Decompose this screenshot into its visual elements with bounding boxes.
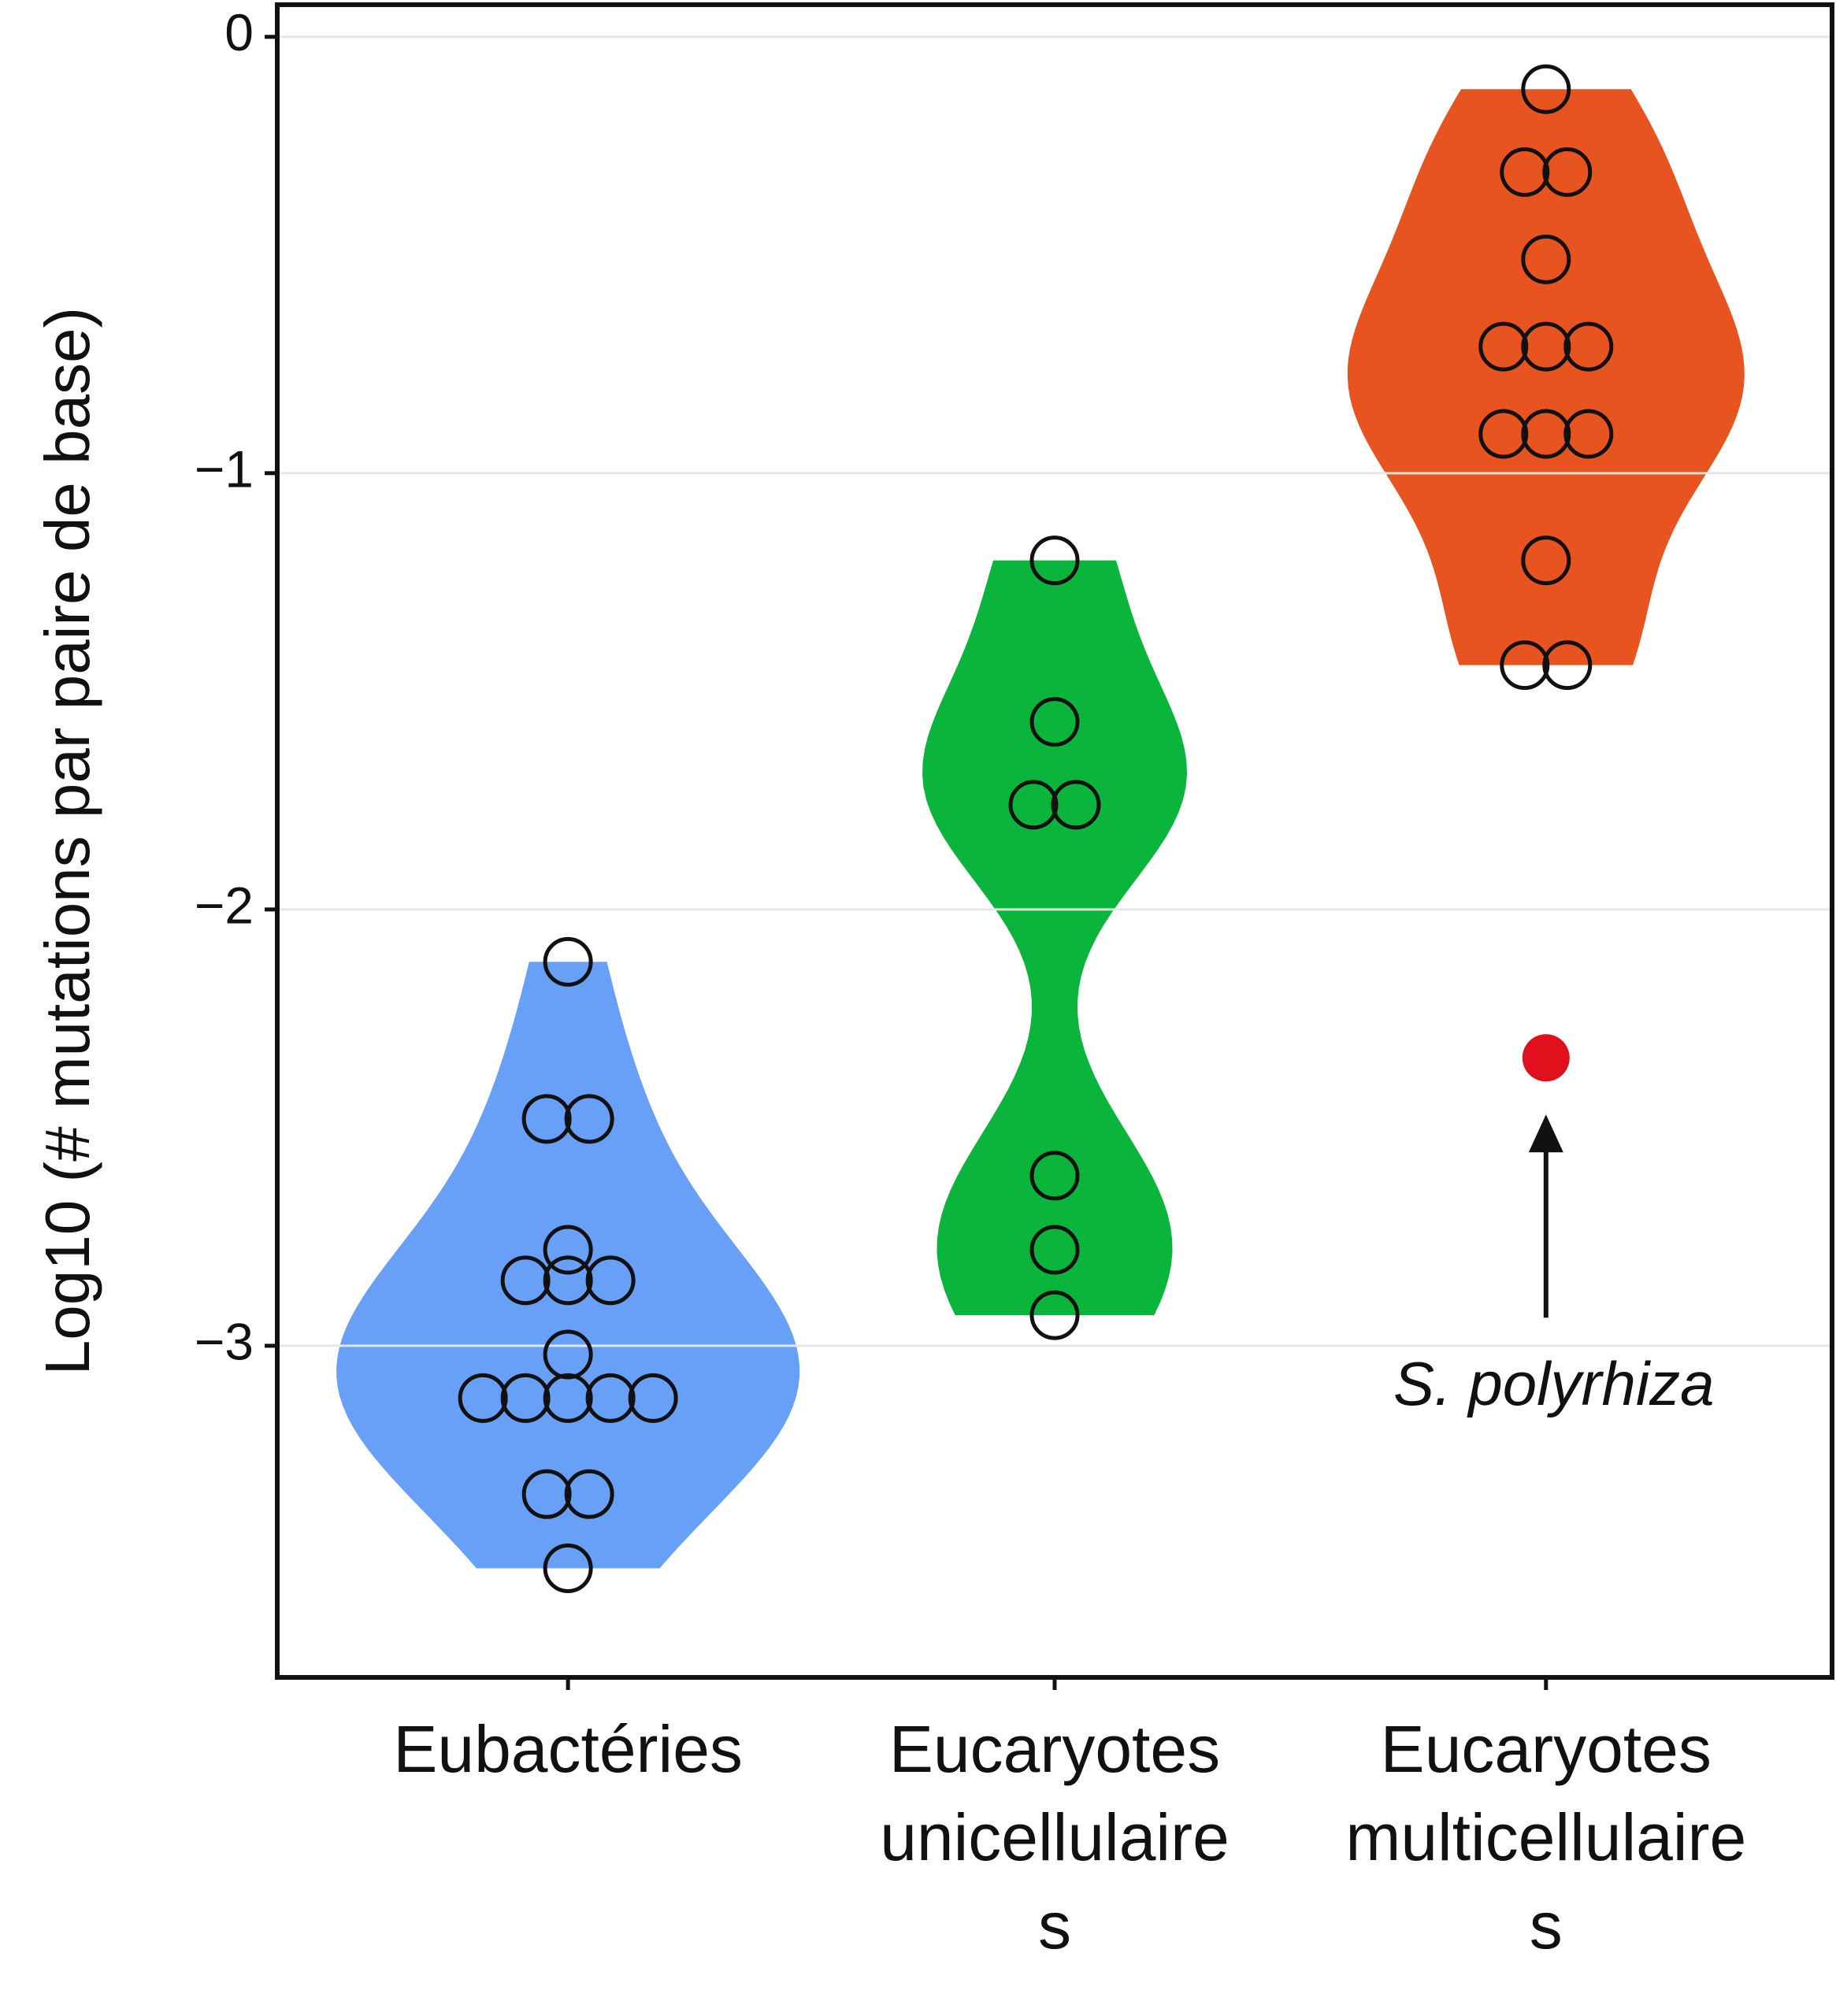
violins <box>336 89 1745 1569</box>
data-point <box>1500 640 1550 691</box>
data-point <box>458 1373 508 1423</box>
data-point <box>543 1373 593 1423</box>
data-point <box>521 1469 572 1519</box>
data-point <box>1029 1151 1080 1201</box>
data-point <box>1478 321 1529 372</box>
data-point <box>1521 536 1571 586</box>
y-tick-label: −3 <box>195 1312 254 1370</box>
data-point <box>500 1255 551 1306</box>
points <box>458 64 1614 1593</box>
x-tick-label: Eubactéries <box>393 1712 743 1786</box>
y-axis-label: Log10 (# mutations par paire de base) <box>32 307 102 1375</box>
data-point <box>564 1094 614 1144</box>
data-point <box>500 1373 551 1423</box>
data-point <box>1542 147 1593 198</box>
data-point <box>585 1373 636 1423</box>
violin <box>922 560 1187 1316</box>
data-point <box>1029 1225 1080 1275</box>
annotation-label: S. polyrhiza <box>1393 1349 1715 1418</box>
grid <box>277 35 1832 1347</box>
annotation-arrowhead <box>1528 1114 1563 1153</box>
x-tick-label: Eucaryotes unicellulaire s <box>880 1712 1230 1962</box>
data-point <box>1542 640 1593 691</box>
data-point <box>521 1094 572 1144</box>
y-tick-label: −1 <box>195 439 254 498</box>
y-tick-label: 0 <box>224 3 254 61</box>
data-point <box>585 1255 636 1306</box>
data-point <box>1521 64 1571 114</box>
data-point <box>1500 147 1550 198</box>
data-point <box>1051 780 1101 830</box>
data-point <box>628 1373 678 1423</box>
violin <box>336 962 800 1569</box>
data-point <box>564 1469 614 1519</box>
highlight-point <box>1522 1034 1570 1082</box>
data-point <box>543 1543 593 1593</box>
data-point <box>1008 780 1059 830</box>
data-point <box>1521 409 1571 459</box>
data-point <box>1563 409 1614 459</box>
data-point <box>543 1255 593 1306</box>
data-point <box>1521 234 1571 284</box>
data-point <box>1029 1290 1080 1340</box>
data-point <box>1029 697 1080 747</box>
data-point <box>1029 536 1080 586</box>
data-point <box>543 1329 593 1380</box>
data-point <box>543 936 593 987</box>
x-tick-label: Eucaryotes multicellulaire s <box>1345 1712 1746 1962</box>
data-point <box>1563 321 1614 372</box>
data-point <box>1478 409 1529 459</box>
violin <box>1347 89 1745 665</box>
y-tick-label: −2 <box>195 876 254 934</box>
data-point <box>1521 321 1571 372</box>
data-point <box>543 1225 593 1275</box>
